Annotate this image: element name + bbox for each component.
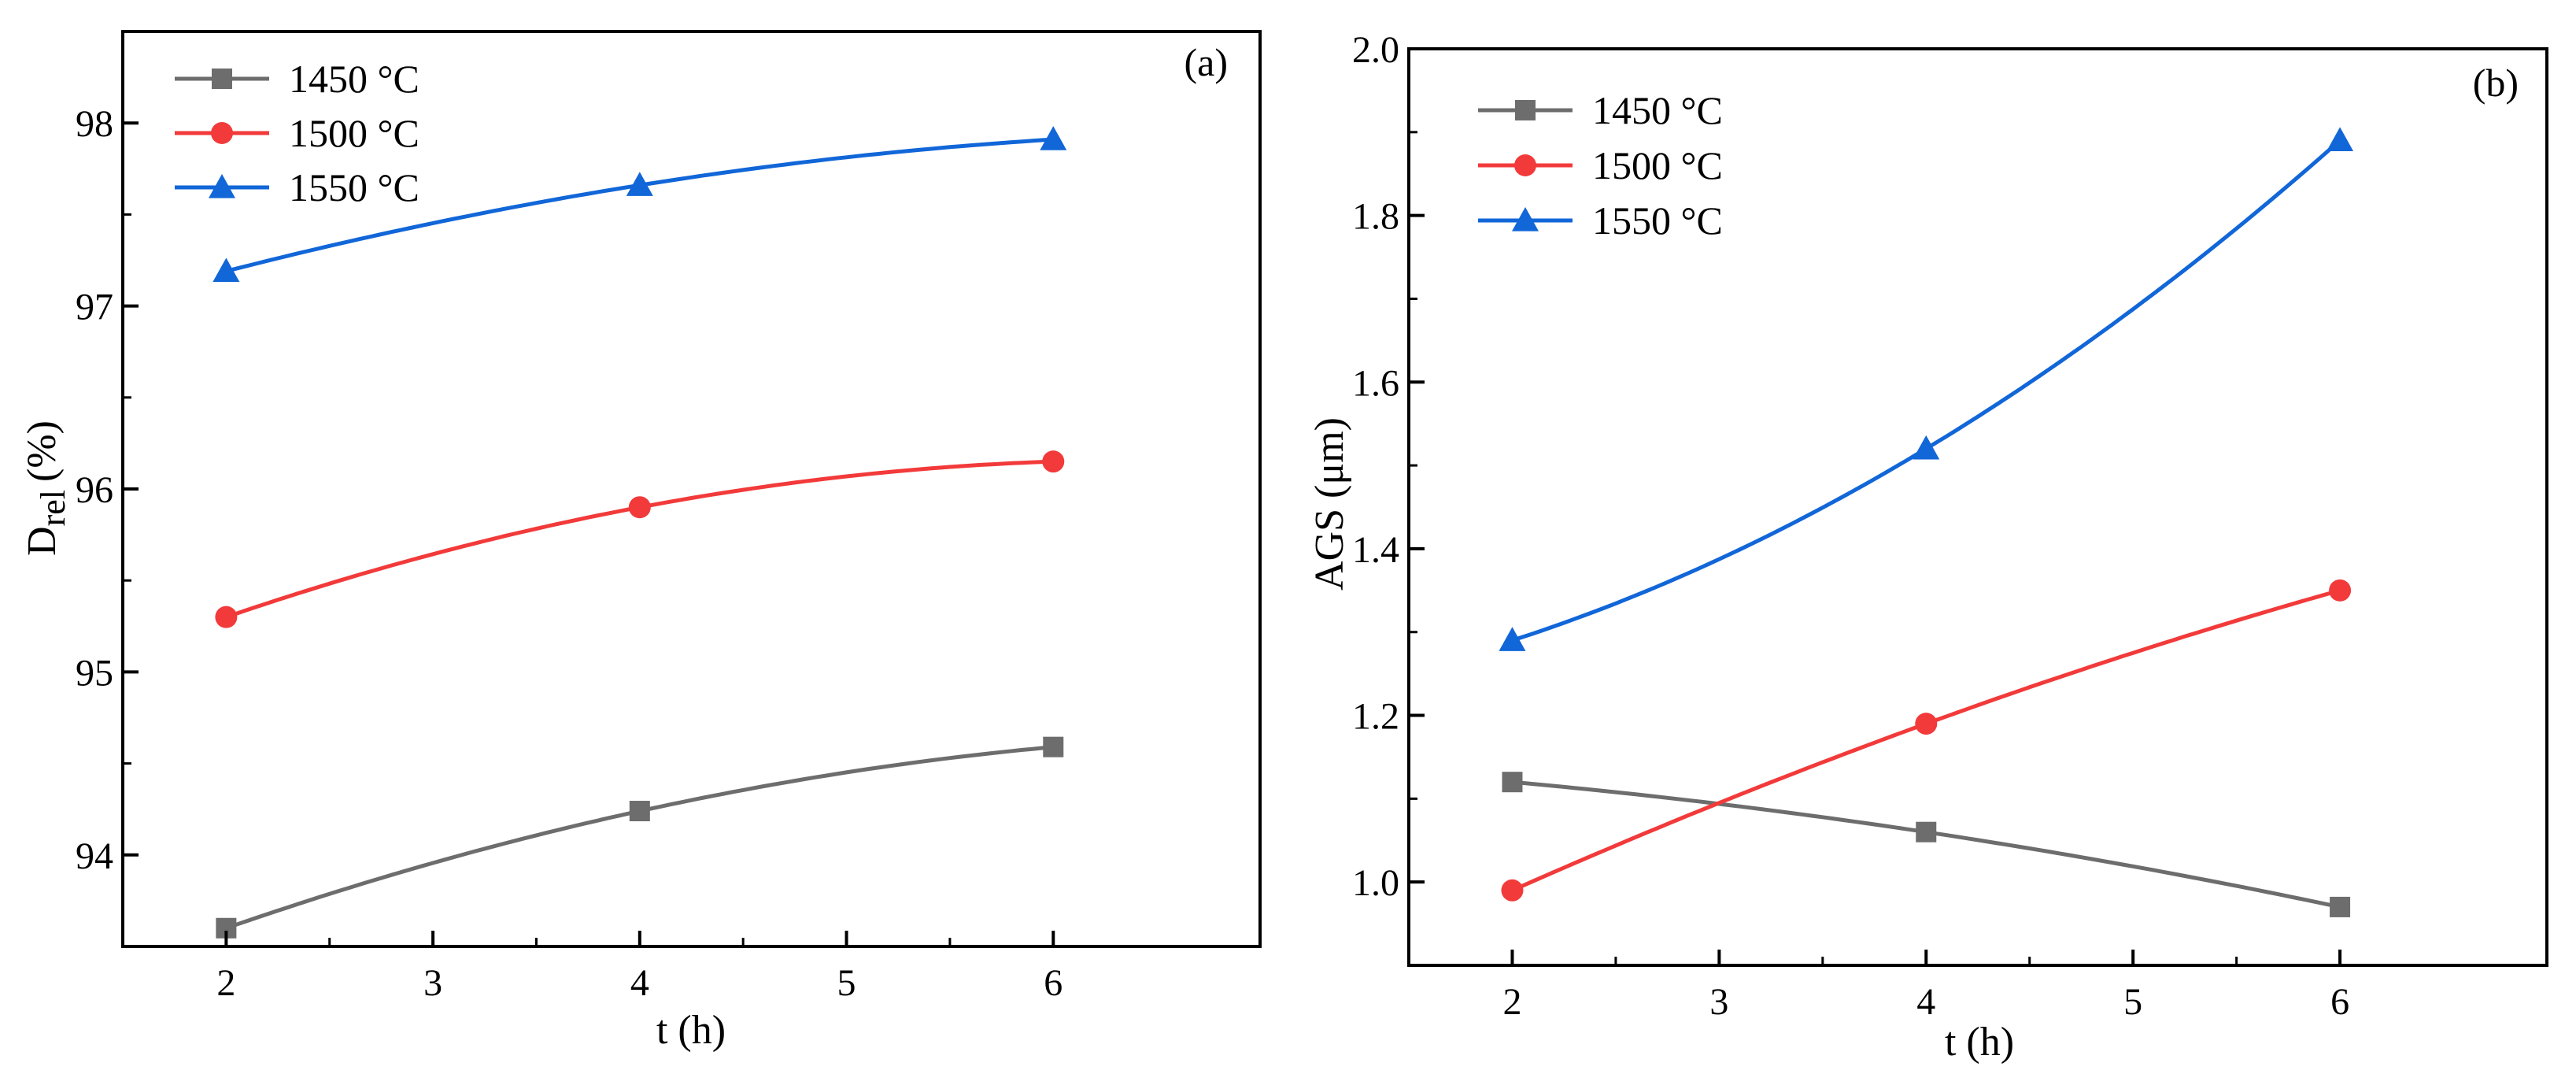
legend-marker	[212, 69, 232, 89]
data-point	[1043, 736, 1064, 757]
panel-a-x-axis-label: t (h)	[656, 1008, 726, 1053]
panel-a-series	[213, 126, 1067, 939]
y-tick-label: 96	[76, 469, 113, 511]
y-tick-label: 2.0	[1352, 29, 1399, 71]
series-line	[225, 745, 1054, 931]
panel-a-label: (a)	[1185, 40, 1229, 84]
legend-label: 1500 °C	[1592, 143, 1723, 187]
legend-entry: 1550 °C	[1478, 198, 1723, 243]
data-point	[2329, 579, 2352, 602]
legend-marker	[1514, 154, 1536, 176]
y-tick-label: 1.4	[1352, 529, 1399, 571]
panel-b-label: (b)	[2473, 61, 2519, 105]
series-1500-group	[215, 450, 1065, 628]
y-tick-label: 1.8	[1352, 196, 1399, 238]
series-line	[1511, 588, 2341, 893]
x-tick-label: 2	[216, 962, 235, 1004]
data-point	[626, 172, 653, 196]
panel-a-frame	[121, 30, 1262, 948]
data-point	[628, 496, 651, 519]
legend-marker	[211, 122, 233, 144]
panel-b-frame	[1407, 47, 2548, 967]
data-point	[213, 257, 240, 283]
data-point	[1502, 772, 1523, 793]
x-tick-label: 3	[423, 962, 442, 1004]
y-tick-label: 95	[76, 652, 113, 694]
data-point	[2327, 127, 2354, 151]
y-tick-label: 1.6	[1352, 362, 1399, 404]
legend-entry: 1450 °C	[1478, 88, 1723, 132]
legend-label: 1450 °C	[289, 57, 419, 101]
series-1450-group	[1502, 772, 2351, 917]
panel-b-legend: 1450 °C 1500 °C 1550 °C	[1478, 88, 1723, 243]
series-line	[1512, 780, 2341, 909]
x-tick-label: 6	[2330, 981, 2349, 1023]
series-1500-group	[1501, 579, 2352, 902]
legend-entry: 1500 °C	[1478, 143, 1723, 187]
data-point	[1913, 435, 1940, 460]
x-tick-label: 5	[837, 962, 856, 1004]
panel-a-ticks: 2 3 4 5 6 94 95 96 97 98	[76, 103, 1063, 1004]
x-tick-label: 4	[630, 962, 649, 1004]
series-1550-group	[1499, 127, 2354, 651]
panel-b: 2 3 4 5 6 1.0 1.2 1.4 1.6 1.8 2.0 (b) t (h) AGS (μ…	[1307, 29, 2548, 1065]
panel-a-y-label-unit: (%)	[20, 420, 65, 482]
x-tick-label: 2	[1502, 981, 1521, 1023]
series-1550-group	[213, 126, 1067, 283]
data-point	[629, 801, 650, 822]
data-point	[2330, 896, 2351, 917]
legend-entry: 1450 °C	[175, 57, 419, 101]
panel-a-y-label-main: D	[20, 526, 65, 556]
panel-a-y-axis-label: Drel (%)	[20, 420, 72, 556]
data-point	[215, 606, 238, 628]
panel-b-x-axis-label: t (h)	[1945, 1020, 2014, 1065]
panel-a-y-label-sub: rel	[34, 490, 72, 526]
data-point	[1042, 450, 1065, 473]
legend-label: 1500 °C	[289, 111, 419, 155]
legend-marker	[209, 174, 235, 198]
x-tick-label: 5	[2123, 981, 2142, 1023]
legend-label: 1550 °C	[1592, 198, 1723, 243]
y-tick-label: 1.2	[1352, 696, 1399, 738]
series-line	[225, 459, 1054, 620]
legend-marker	[1515, 100, 1536, 120]
legend-label: 1550 °C	[289, 165, 419, 209]
data-point	[1501, 879, 1524, 902]
legend-entry: 1550 °C	[175, 165, 419, 209]
panel-a: 2 3 4 5 6 94 95 96 97 98 (a) t (h) Drel (%) 1450 °…	[20, 30, 1262, 1053]
legend-label: 1450 °C	[1592, 88, 1723, 132]
data-point	[1916, 821, 1937, 843]
y-tick-label: 97	[76, 287, 113, 328]
series-1450-group	[216, 736, 1064, 939]
panel-b-series	[1499, 127, 2354, 917]
x-tick-label: 6	[1044, 962, 1063, 1004]
y-tick-label: 98	[76, 103, 113, 145]
legend-entry: 1500 °C	[175, 111, 419, 155]
x-tick-label: 4	[1916, 981, 1935, 1023]
panel-a-legend: 1450 °C 1500 °C 1550 °C	[175, 57, 419, 209]
data-point	[1915, 713, 1938, 735]
y-tick-label: 94	[76, 835, 113, 877]
data-point	[1499, 627, 1526, 651]
panel-b-y-axis-label: AGS (μm)	[1307, 417, 1352, 591]
legend-marker	[1512, 207, 1539, 231]
x-tick-label: 3	[1709, 981, 1728, 1023]
data-point	[1040, 126, 1067, 150]
panel-b-ticks: 2 3 4 5 6 1.0 1.2 1.4 1.6 1.8 2.0	[1352, 29, 2349, 1023]
y-tick-label: 1.0	[1352, 862, 1399, 904]
